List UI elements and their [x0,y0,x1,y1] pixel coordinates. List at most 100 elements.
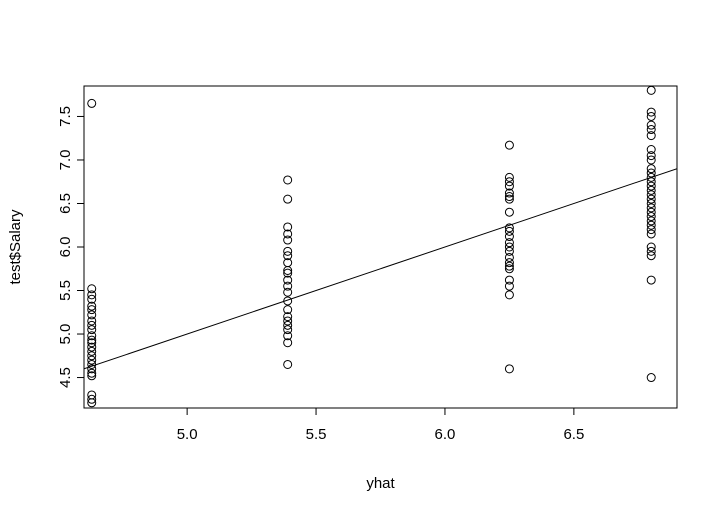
data-point [646,145,656,155]
data-point [646,177,656,187]
x-axis-label: yhat [366,475,395,492]
data-point [504,238,514,248]
x-tick-label: 6.5 [563,426,584,443]
data-point [87,305,97,315]
data-point [646,212,656,222]
data-point [87,294,97,304]
data-point [283,331,293,341]
data-point [646,229,656,239]
data-point [646,181,656,191]
y-tick-label: 5.0 [57,324,74,345]
data-point [504,232,514,242]
data-point [646,216,656,226]
data-point [504,181,514,191]
data-point [87,342,97,352]
data-point [504,252,514,262]
y-tick-label: 6.0 [57,237,74,258]
x-tick-label: 6.0 [435,426,456,443]
data-point [283,265,293,275]
data-point [504,261,514,271]
data-point [646,225,656,235]
data-point [283,275,293,285]
data-point [646,198,656,208]
data-point [504,223,514,233]
data-point [283,287,293,297]
data-point [87,316,97,326]
data-point [87,394,97,404]
data-point [87,331,97,341]
data-point [283,251,293,261]
y-tick-label: 7.5 [57,106,74,127]
y-tick-label: 6.5 [57,193,74,214]
data-point [87,284,97,294]
data-point [646,85,656,95]
data-point [87,335,97,345]
y-tick-label: 4.5 [57,367,74,388]
data-point [87,346,97,356]
y-tick-label: 7.0 [57,150,74,171]
data-point [283,338,293,348]
data-point [283,316,293,326]
data-point [504,226,514,236]
reference-line-layer [84,168,677,370]
data-point [646,151,656,161]
data-point [87,98,97,108]
data-point [283,222,293,232]
data-point [504,246,514,256]
data-point [283,268,293,278]
data-point [646,111,656,121]
data-point [87,325,97,335]
data-point [646,125,656,135]
data-point [87,368,97,378]
data-point [87,351,97,361]
data-point [87,355,97,365]
data-point [283,320,293,330]
x-tick-label: 5.5 [306,426,327,443]
data-point [283,281,293,291]
data-point [87,371,97,381]
data-point [283,296,293,306]
data-point [87,301,97,311]
data-points [87,85,656,408]
data-point [646,168,656,178]
data-point [504,177,514,187]
data-point [87,310,97,320]
data-point [504,364,514,374]
data-point [283,246,293,256]
data-point [504,258,514,268]
data-point [87,320,97,330]
data-point [646,155,656,165]
data-point [504,192,514,202]
data-point [504,264,514,274]
plot-frame [83,85,678,409]
y-axis-label: test$Salary [7,209,24,285]
data-point [504,140,514,150]
data-point [646,220,656,230]
data-point [87,398,97,408]
y-tick-label: 5.5 [57,280,74,301]
data-point [646,131,656,141]
data-point [87,290,97,300]
data-point [283,359,293,369]
data-point [283,194,293,204]
data-point [646,107,656,117]
data-point [504,194,514,204]
x-tick-label: 5.0 [177,426,198,443]
data-point [646,203,656,213]
data-point [646,242,656,252]
data-point [283,305,293,315]
data-point [646,172,656,182]
data-point [646,185,656,195]
data-point [87,338,97,348]
data-point [504,275,514,285]
data-point [504,290,514,300]
data-point [646,246,656,256]
data-point [504,188,514,198]
data-point [87,359,97,369]
data-point [646,251,656,261]
data-point [283,235,293,245]
data-point [646,190,656,200]
data-point [504,281,514,291]
data-point [646,194,656,204]
